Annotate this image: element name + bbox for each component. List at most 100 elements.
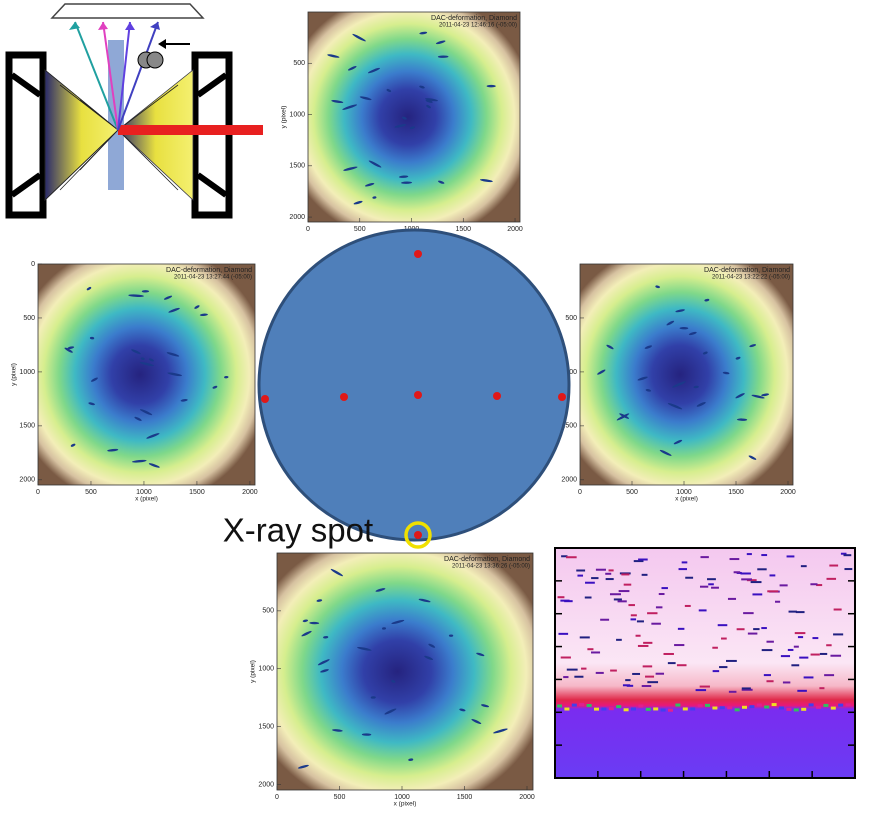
map-pixel: [812, 637, 818, 639]
map-pixel: [742, 687, 751, 689]
map-pixel: [830, 655, 841, 657]
map-pixel: [610, 670, 617, 672]
map-pixel: [797, 690, 807, 692]
map-pixel: [563, 676, 568, 678]
map-pixel: [726, 660, 737, 662]
diffraction-pattern: [277, 553, 533, 790]
x-tick-label: 2000: [507, 226, 523, 233]
x-tick-label: 0: [306, 226, 310, 233]
map-pixel: [712, 647, 718, 649]
y-tick-label: 500: [262, 608, 274, 615]
map-pixel: [728, 598, 736, 600]
map-pixel: [638, 559, 648, 561]
map-pixel: [761, 554, 767, 556]
y-tick-label: 500: [293, 60, 305, 67]
map-pixel: [585, 582, 595, 584]
map-pixel: [713, 670, 720, 672]
map-pixel: [772, 703, 777, 706]
map-pixel: [775, 601, 780, 603]
map-pixel: [646, 708, 651, 711]
map-pixel: [753, 628, 759, 630]
map-pixel: [757, 568, 766, 570]
map-pixel: [811, 654, 820, 656]
map-pixel: [846, 703, 851, 706]
map-pixel: [631, 614, 637, 616]
map-pixel: [700, 686, 710, 688]
map-pixel: [647, 612, 657, 614]
map-pixel: [638, 705, 643, 708]
y-axis-label: y (pixel): [11, 363, 18, 386]
x-tick-label: 1500: [457, 794, 473, 801]
map-pixel: [643, 665, 653, 667]
detector-image: DAC-deformation, Diamond2011-04-23 13:27…: [11, 261, 258, 503]
x-tick-label: 500: [354, 226, 366, 233]
y-tick-label: 1500: [258, 723, 274, 730]
map-pixel: [727, 706, 732, 709]
map-pixel: [719, 666, 727, 668]
map-pixel: [795, 632, 806, 634]
map-pixel: [827, 578, 837, 580]
map-pixel: [810, 583, 817, 585]
y-tick-label: 1000: [289, 111, 305, 118]
map-pixel: [577, 575, 583, 577]
map-pixel: [614, 598, 622, 600]
map-pixel: [558, 633, 568, 635]
map-pixel: [789, 611, 797, 613]
map-pixel: [844, 554, 852, 556]
map-pixel: [656, 606, 662, 608]
map-pixel: [711, 587, 719, 589]
map-pixel: [735, 708, 740, 711]
dac-schematic: [9, 4, 263, 215]
map-pixel: [780, 584, 788, 586]
map-pixel: [572, 704, 577, 707]
map-pixel: [596, 672, 604, 674]
map-pixel: [826, 644, 831, 646]
x-tick-label: 2000: [242, 489, 258, 496]
map-pixel: [718, 624, 728, 626]
map-pixel: [816, 706, 821, 709]
diffraction-streak: [449, 634, 453, 636]
map-pixel: [720, 706, 725, 709]
map-pixel: [764, 674, 771, 676]
map-pixel: [631, 707, 636, 710]
image-timestamp: 2011-04-23 13:27:44 (-05:00): [174, 275, 252, 281]
map-pixel: [838, 704, 843, 707]
map-pixel: [767, 590, 778, 592]
image-timestamp: 2011-04-23 12:46:16 (-05:00): [439, 23, 517, 29]
map-pixel: [700, 556, 708, 558]
y-tick-label: 2000: [561, 477, 577, 484]
map-pixel: [596, 569, 606, 571]
map-pixel: [587, 648, 593, 650]
map-pixel: [794, 708, 799, 711]
x-tick-label: 0: [275, 794, 279, 801]
map-pixel: [661, 587, 667, 589]
y-tick-label: 1500: [289, 163, 305, 170]
annotation: X-ray spot: [223, 512, 373, 549]
map-pixel: [787, 555, 795, 557]
map-pixel: [609, 707, 614, 710]
map-pixel: [783, 681, 790, 683]
map-pixel: [705, 704, 710, 707]
map-pixel: [642, 574, 648, 576]
map-pixel: [730, 558, 740, 560]
image-title: DAC-deformation, Diamond: [431, 15, 517, 22]
map-pixel: [591, 577, 598, 579]
y-axis-label: y (pixel): [281, 106, 288, 129]
map-pixel: [656, 673, 664, 675]
map-pixel: [747, 553, 752, 555]
map-pixel: [683, 707, 688, 710]
map-pixel: [621, 573, 629, 575]
map-pixel: [764, 706, 769, 709]
map-pixel: [594, 708, 599, 711]
image-title: DAC-deformation, Diamond: [444, 556, 530, 563]
x-tick-label: 500: [334, 794, 346, 801]
x-tick-label: 1500: [728, 489, 744, 496]
map-pixel: [751, 581, 762, 583]
diffraction-pattern: [38, 264, 255, 485]
map-pixel: [560, 600, 569, 602]
map-pixel: [791, 664, 799, 666]
y-tick-label: 2000: [289, 214, 305, 221]
map-pixel: [616, 705, 621, 708]
map-pixel: [606, 578, 614, 580]
map-pixel: [799, 657, 808, 659]
